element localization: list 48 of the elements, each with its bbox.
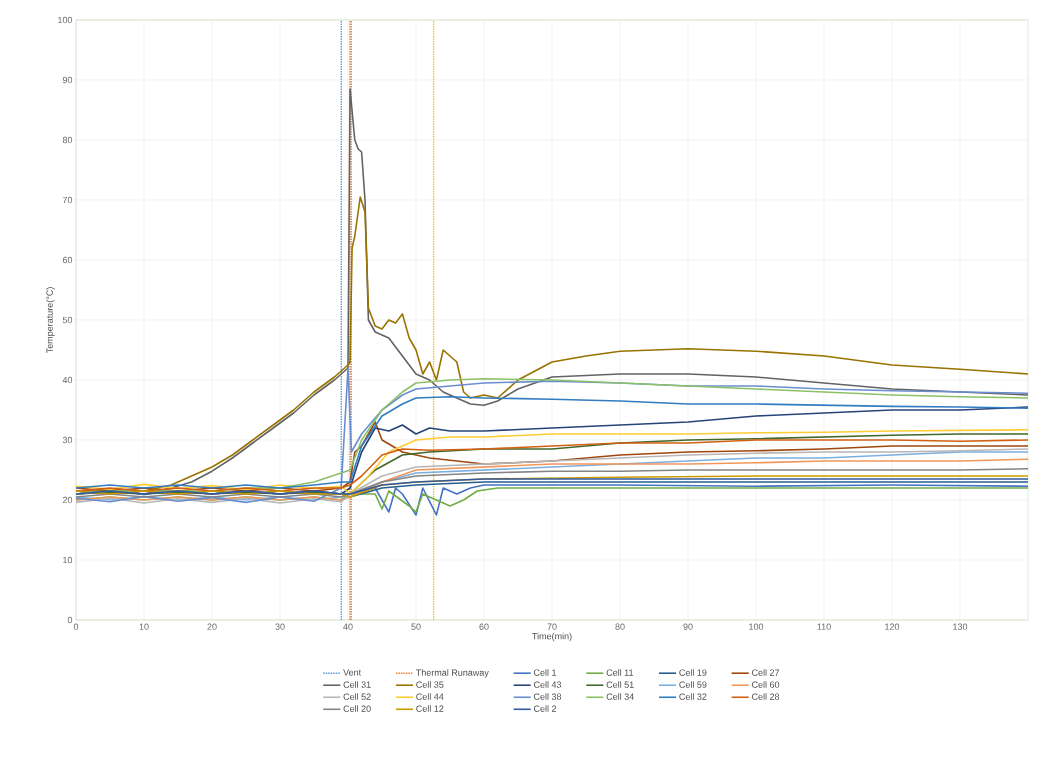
x-tick-label: 110	[817, 623, 831, 630]
x-tick-label: 120	[885, 623, 900, 630]
y-tick-label: 40	[62, 376, 73, 384]
x-tick-label: 70	[547, 623, 557, 630]
y-tick-label: 60	[62, 256, 73, 264]
legend-label: Vent	[343, 669, 362, 676]
legend-label: Cell 19	[679, 669, 707, 676]
y-tick-label: 50	[62, 316, 73, 324]
legend-label: Cell 12	[416, 705, 444, 712]
legend-label: Cell 60	[752, 681, 780, 688]
y-axis-title: Temperature(°C)	[46, 287, 55, 354]
legend-label: Cell 34	[606, 693, 634, 700]
legend-label: Cell 28	[752, 693, 780, 700]
x-tick-label: 90	[683, 623, 693, 630]
legend-label: Cell 27	[752, 669, 780, 676]
legend-label: Cell 43	[533, 681, 562, 688]
y-tick-label: 30	[62, 436, 73, 444]
legend-label: Cell 51	[606, 681, 634, 688]
x-tick-label: 130	[953, 623, 968, 630]
legend-label: Cell 1	[533, 669, 557, 676]
y-tick-label: 80	[62, 136, 73, 144]
y-tick-label: 20	[62, 496, 73, 504]
legend-label: Thermal Runaway	[416, 669, 489, 678]
x-tick-label: 20	[207, 623, 217, 630]
legend-label: Cell 20	[343, 705, 371, 712]
y-tick-label: 70	[62, 196, 73, 204]
legend-label: Cell 35	[416, 681, 444, 688]
x-tick-label: 60	[479, 623, 489, 630]
y-tick-label: 10	[63, 556, 73, 564]
legend-label: Cell 31	[343, 681, 371, 688]
x-tick-label: 10	[139, 623, 149, 630]
legend-label: Cell 32	[679, 693, 707, 700]
x-tick-label: 80	[615, 623, 625, 630]
legend-label: Cell 11	[606, 669, 634, 676]
y-tick-label: 100	[58, 16, 73, 24]
legend-label: Cell 38	[533, 693, 562, 700]
legend-label: Cell 2	[533, 705, 557, 712]
legend-label: Cell 44	[416, 693, 444, 700]
x-tick-label: 40	[343, 623, 353, 630]
x-axis-title: Time(min)	[532, 632, 572, 642]
x-tick-label: 0	[73, 623, 79, 630]
y-tick-label: 0	[67, 616, 73, 624]
x-tick-label: 100	[749, 623, 764, 630]
legend-label: Cell 59	[679, 681, 707, 688]
legend-label: Cell 52	[343, 693, 371, 700]
y-tick-label: 90	[62, 76, 73, 84]
x-tick-label: 30	[275, 623, 285, 630]
x-tick-label: 50	[411, 623, 421, 630]
